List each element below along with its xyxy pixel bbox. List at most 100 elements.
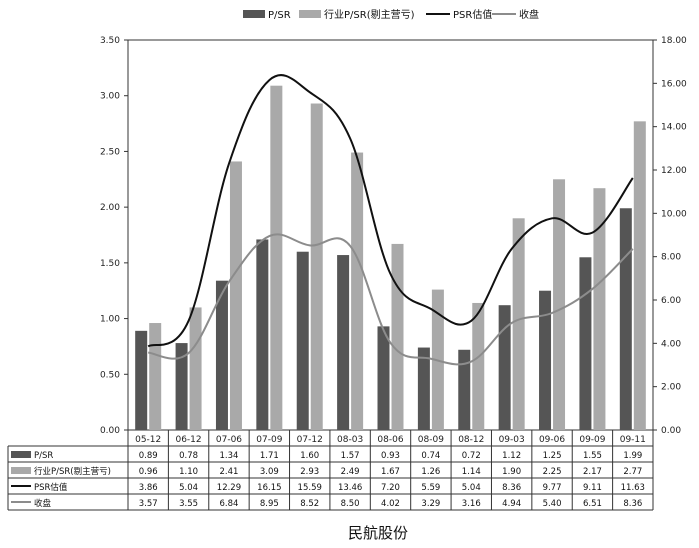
y-left-tick-label: 2.00 <box>100 203 120 213</box>
bar-industry-psr <box>472 302 485 430</box>
table-cell: 3.55 <box>179 499 198 509</box>
table-cell: 1.57 <box>341 451 360 461</box>
table-cell: 5.04 <box>179 483 198 493</box>
table-cell: 1.67 <box>381 467 400 477</box>
y-left-tick-label: 1.50 <box>100 259 120 269</box>
table-cell: 12.29 <box>217 483 241 493</box>
legend-swatch-industry-bar <box>299 10 321 18</box>
table-cell: 9.11 <box>583 483 602 493</box>
bar-psr <box>498 305 511 430</box>
bar-industry-psr <box>553 179 566 430</box>
x-tick-label: 09-03 <box>499 435 525 445</box>
table-cell: 3.29 <box>421 499 440 509</box>
table-cell: 1.12 <box>502 451 521 461</box>
x-tick-label: 05-12 <box>135 435 161 445</box>
legend-label-psr: P/SR <box>268 10 291 21</box>
table-cell: 4.94 <box>502 499 521 509</box>
bar-industry-psr <box>512 218 525 430</box>
y-left-tick-label: 3.50 <box>100 36 120 46</box>
x-tick-label: 07-09 <box>256 435 282 445</box>
data-table: 05-12 06-12 07-06 07-09 07-12 08-03 08-06 08-09… <box>7 430 654 511</box>
table-cell: 1.99 <box>623 451 642 461</box>
table-cell: 9.77 <box>543 483 562 493</box>
bar-psr <box>377 326 390 430</box>
table-cell: 8.36 <box>623 499 642 509</box>
y-right-tick-label: 14.00 <box>661 123 687 133</box>
x-tick-label: 07-06 <box>216 435 242 445</box>
bar-psr <box>296 251 309 430</box>
y-left-tick-label: 2.50 <box>100 147 120 157</box>
table-cell: 1.55 <box>583 451 602 461</box>
x-tick-label: 09-06 <box>539 435 565 445</box>
bar-psr <box>256 239 269 430</box>
line-close-price <box>148 233 634 366</box>
table-cell: 8.52 <box>300 499 319 509</box>
table-cell: 1.60 <box>300 451 319 461</box>
table-cell: 16.15 <box>257 483 281 493</box>
legend-swatch-psr-bar <box>243 10 265 18</box>
legend-label-close: 收盘 <box>519 8 539 21</box>
table-cell: 3.16 <box>462 499 481 509</box>
table-cell: 0.72 <box>462 451 481 461</box>
table-cell: 1.14 <box>462 467 481 477</box>
y-right-tick-label: 10.00 <box>661 209 687 219</box>
bar-industry-psr <box>593 188 606 430</box>
table-cell: 4.02 <box>381 499 400 509</box>
y-left-tick-label: 0.00 <box>100 426 120 436</box>
bar-psr <box>215 280 228 430</box>
table-cell: 0.78 <box>179 451 198 461</box>
bar-psr <box>458 349 471 430</box>
x-tick-label: 09-11 <box>620 435 646 445</box>
bar-industry-psr <box>351 152 364 431</box>
table-cell: 15.59 <box>298 483 322 493</box>
table-row-name: 收盘 <box>34 498 52 509</box>
table-cell: 2.77 <box>623 467 642 477</box>
table-cell: 1.71 <box>260 451 279 461</box>
bar-psr <box>417 347 430 430</box>
y-right-tick-label: 16.00 <box>661 79 687 89</box>
table-cell: 2.41 <box>219 467 238 477</box>
bar-industry-psr <box>270 85 283 430</box>
y-right-tick-label: 4.00 <box>661 339 681 349</box>
y-axis-right: 0.00 2.00 4.00 6.00 8.00 10.00 12.00 14.00 16.00… <box>653 36 687 436</box>
y-right-tick-label: 0.00 <box>661 426 681 436</box>
table-cell: 8.50 <box>341 499 360 509</box>
table-row-name: PSR估值 <box>34 482 68 493</box>
table-row-name: P/SR <box>34 451 53 461</box>
y-right-tick-label: 2.00 <box>661 383 681 393</box>
x-tick-label: 08-06 <box>377 435 403 445</box>
legend-label-industry: 行业P/SR(剔主营亏) <box>324 8 415 21</box>
bar-psr <box>175 343 188 430</box>
table-cell: 1.90 <box>502 467 521 477</box>
table-cell: 5.40 <box>543 499 562 509</box>
bar-industry-psr <box>229 161 242 430</box>
series-lines <box>147 74 634 366</box>
y-right-tick-label: 6.00 <box>661 296 681 306</box>
table-cell: 2.17 <box>583 467 602 477</box>
bar-industry-psr <box>391 243 404 430</box>
table-cell: 13.46 <box>338 483 362 493</box>
table-row-key <box>11 467 31 474</box>
table-cell: 3.09 <box>260 467 279 477</box>
x-tick-label: 08-12 <box>458 435 484 445</box>
table-cell: 0.74 <box>421 451 440 461</box>
table-cell: 2.93 <box>300 467 319 477</box>
bar-psr <box>539 290 552 430</box>
table-cell: 11.63 <box>621 483 645 493</box>
x-tick-label: 08-09 <box>418 435 444 445</box>
table-cell: 1.34 <box>219 451 238 461</box>
table-cell: 3.57 <box>139 499 158 509</box>
table-cell: 0.96 <box>139 467 158 477</box>
table-cell: 7.20 <box>381 483 400 493</box>
line-psr-valuation <box>147 74 634 348</box>
plot-area <box>127 39 654 431</box>
bar-industry-psr <box>149 323 162 430</box>
bar-industry-psr <box>310 103 323 430</box>
table-cell: 2.49 <box>341 467 360 477</box>
bar-industry-psr <box>189 307 202 430</box>
y-left-tick-label: 0.50 <box>100 370 120 380</box>
table-cell: 6.84 <box>219 499 238 509</box>
table-cell: 8.36 <box>502 483 521 493</box>
y-left-tick-label: 1.00 <box>100 315 120 325</box>
bar-psr <box>579 257 592 430</box>
